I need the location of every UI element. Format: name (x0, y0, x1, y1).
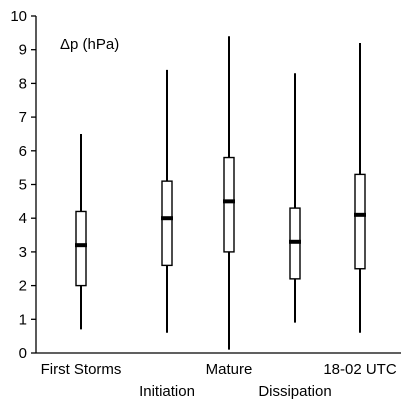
box-3 (289, 73, 301, 323)
y-tick-label-9: 9 (19, 42, 27, 59)
y-unit-annotation: Δp (hPa) (60, 36, 119, 53)
y-tick-label-5: 5 (19, 177, 27, 194)
y-tick-label-0: 0 (19, 345, 27, 362)
box-4 (354, 42, 366, 333)
y-tick-label-4: 4 (19, 210, 27, 227)
y-tick-label-6: 6 (19, 143, 27, 160)
y-tick-label-8: 8 (19, 75, 27, 92)
y-axis: 0 1 2 3 4 5 6 7 8 9 10 (10, 8, 36, 362)
iqr-box (161, 180, 173, 267)
iqr-box (223, 156, 235, 253)
x-category-label: 18-02 UTC (323, 361, 397, 378)
y-tick-label-10: 10 (10, 8, 27, 25)
x-axis-labels: First Storms Initiation Mature Dissipation 1… (41, 361, 397, 400)
box-1 (161, 69, 173, 333)
y-tick-label-1: 1 (19, 311, 27, 328)
y-tick-label-2: 2 (19, 278, 27, 295)
x-category-label: Mature (206, 361, 253, 378)
box-0 (75, 133, 87, 330)
iqr-box (75, 210, 87, 287)
box-series (75, 36, 366, 350)
x-category-label: Dissipation (258, 383, 331, 400)
box-2 (223, 36, 235, 350)
y-tick-label-3: 3 (19, 244, 27, 261)
y-tick-label-7: 7 (19, 109, 27, 126)
x-category-label: First Storms (41, 361, 122, 378)
iqr-box (354, 173, 366, 270)
x-category-label: Initiation (139, 383, 195, 400)
